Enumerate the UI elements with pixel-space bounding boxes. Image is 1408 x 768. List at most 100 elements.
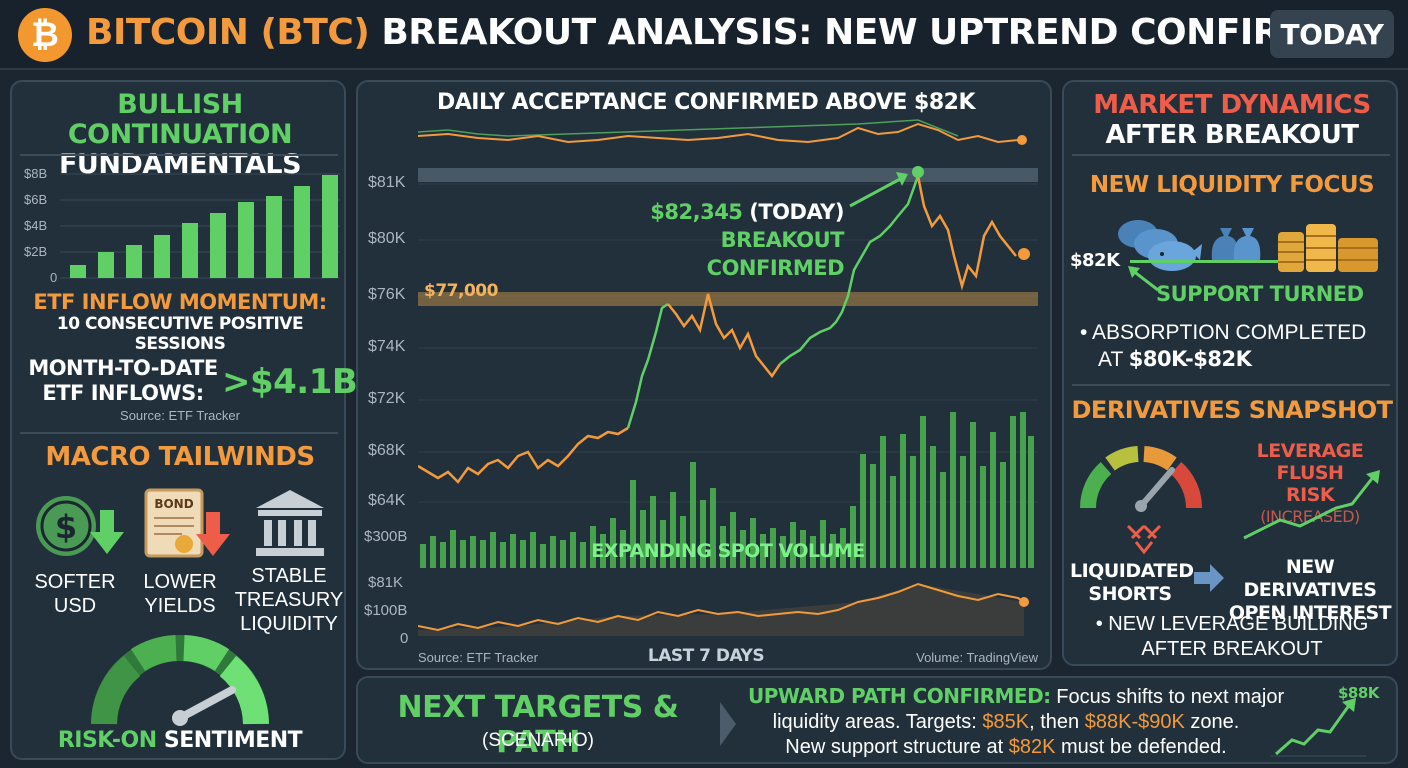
macro-label-line: TREASURY xyxy=(234,589,344,611)
etf-source: Source: ETF Tracker xyxy=(120,408,240,423)
mtd-label-line1: MONTH-TO-DATE xyxy=(28,356,218,380)
mini-overview-line xyxy=(418,122,1022,144)
targets-line1: Focus shifts to next major xyxy=(1050,686,1285,708)
macro-label-usd: SOFTER USD xyxy=(20,570,130,618)
etf-bar xyxy=(322,175,338,278)
target-1: $85K xyxy=(982,711,1030,733)
price-tick: $68K xyxy=(368,442,406,459)
absorption-line1: • ABSORPTION COMPLETED xyxy=(1080,321,1367,344)
callout-price: $82,345 xyxy=(650,200,743,224)
volume-trend-line xyxy=(418,582,1025,632)
liquidity-path-line xyxy=(1130,260,1280,263)
absorption-note: • ABSORPTION COMPLETED AT $80K-$82K xyxy=(1080,320,1390,373)
bitcoin-logo-icon: ₿ xyxy=(18,8,72,62)
targets-line3-b: must be defended. xyxy=(1055,736,1227,758)
fundamentals-panel: BULLISH CONTINUATION FUNDAMENTALS $8B $6… xyxy=(10,80,358,760)
etf-bar xyxy=(98,252,114,278)
derivatives-title: DERIVATIVES SNAPSHOT xyxy=(1071,396,1393,424)
support-label: $77,000 xyxy=(424,281,498,301)
etf-bar xyxy=(154,235,170,278)
leverage-line1: LEVERAGE FLUSH xyxy=(1256,440,1364,484)
etf-bar xyxy=(266,196,282,278)
callout-today: (TODAY) xyxy=(742,200,844,224)
targets-line3-a: New support structure at xyxy=(785,736,1009,758)
divider xyxy=(20,432,338,434)
price-line-post xyxy=(916,175,1017,291)
targets-panel: NEXT TARGETS & PATH (SCENARIO) UPWARD PA… xyxy=(356,676,1398,764)
macro-label-line: YIELDS xyxy=(144,595,216,617)
leverage-bullet-line2: AFTER BREAKOUT xyxy=(1141,638,1323,660)
liquidated-line2: SHORTS xyxy=(1088,583,1172,605)
arrow-right-icon xyxy=(1194,564,1224,592)
price-line-range xyxy=(667,293,782,379)
mtd-label-line2: ETF INFLOWS: xyxy=(42,381,204,405)
source-left: Source: ETF Tracker xyxy=(418,650,538,665)
new-oi-line2: OPEN INTEREST xyxy=(1228,602,1392,624)
targets-title: NEXT TARGETS & PATH xyxy=(397,690,679,760)
page-title-btc: BITCOIN (BTC) xyxy=(86,12,370,53)
liquidity-title: NEW LIQUIDITY FOCUS xyxy=(1089,172,1375,198)
resistance-band xyxy=(418,168,1038,182)
price-chart-panel: DAILY ACCEPTANCE CONFIRMED ABOVE $82K $8… xyxy=(356,80,1052,670)
money-bags-icon xyxy=(1211,228,1261,260)
etf-bar xyxy=(238,202,254,278)
fundamentals-title-line1: BULLISH CONTINUATION xyxy=(67,89,293,150)
sentiment-label-b: SENTIMENT xyxy=(163,728,303,753)
price-tick: $80K xyxy=(368,230,406,247)
today-button[interactable]: TODAY xyxy=(1270,10,1394,58)
etf-caption-line2: 10 CONSECUTIVE POSITIVE SESSIONS xyxy=(56,314,304,354)
price-chart-title: DAILY ACCEPTANCE CONFIRMED ABOVE $82K xyxy=(436,90,976,115)
price-chart xyxy=(418,119,1038,636)
macro-label-line: USD xyxy=(53,595,97,617)
price-tick: $74K xyxy=(368,338,406,355)
bond-down-icon: BOND xyxy=(142,486,232,562)
bank-icon xyxy=(252,486,328,560)
support-turned: SUPPORT TURNED xyxy=(1156,282,1364,306)
macro-label-line: SOFTER xyxy=(34,571,116,593)
targets-line2-c: zone. xyxy=(1184,711,1240,733)
whales-icon xyxy=(1118,220,1202,271)
volume-label: EXPANDING SPOT VOLUME xyxy=(591,540,865,562)
target-path-chart xyxy=(1270,698,1366,757)
callout-arrow xyxy=(849,176,903,208)
sentiment-gauge-icon xyxy=(91,635,269,726)
mtd-value: >$4.1B xyxy=(222,362,358,402)
liquidated-shorts: LIQUIDATED SHORTS xyxy=(1070,560,1194,606)
breakout-callout: $82,345 (TODAY) BREAKOUT CONFIRMED xyxy=(604,198,844,282)
market-dynamics-panel: MARKET DYNAMICS AFTER BREAKOUT NEW LIQUI… xyxy=(1062,80,1398,666)
etf-bar xyxy=(210,213,226,278)
price-tick: $64K xyxy=(368,492,406,509)
leverage-line2: RISK xyxy=(1285,484,1335,506)
targets-line2-b: , then xyxy=(1029,711,1085,733)
mtd-label: MONTH-TO-DATE ETF INFLOWS: xyxy=(28,356,218,406)
source-right: Volume: TradingView xyxy=(916,650,1038,665)
sentiment-label-a: RISK-ON xyxy=(57,728,157,753)
price-tick: $72K xyxy=(368,390,406,407)
macro-label-line: LOWER xyxy=(143,571,217,593)
support-turned-arrow-icon xyxy=(1128,266,1159,292)
targets-text: UPWARD PATH CONFIRMED: Focus shifts to n… xyxy=(748,684,1284,760)
bitcoin-logo-symbol: ₿ xyxy=(31,15,59,54)
level-label: $82K xyxy=(1070,250,1120,271)
price-line-breakout xyxy=(779,175,920,365)
etf-inflow-chart: $8B $6B $4B $2B 0 xyxy=(20,162,340,285)
leverage-bullet: • NEW LEVERAGE BUILDING AFTER BREAKOUT xyxy=(1064,612,1400,662)
etf-bars xyxy=(60,173,340,279)
mini-tick: 0 xyxy=(400,630,409,647)
mini-tick: $100B xyxy=(364,602,408,619)
support-band xyxy=(418,292,1038,306)
etf-ytick: $4B xyxy=(24,218,48,233)
sentiment-label: RISK-ON SENTIMENT xyxy=(12,728,348,753)
market-dynamics-title-line1: MARKET DYNAMICS xyxy=(1093,90,1371,120)
bond-label: BOND xyxy=(154,497,193,511)
chevron-right-icon xyxy=(720,702,736,746)
etf-caption-line1: ETF INFLOW MOMENTUM: xyxy=(33,290,327,314)
etf-bar xyxy=(70,265,86,278)
target-2: $88K-$90K xyxy=(1084,711,1185,733)
absorption-range: $80K-$82K xyxy=(1128,347,1252,371)
price-line-pre xyxy=(418,426,629,484)
volume-tick: $300B xyxy=(364,528,408,545)
market-dynamics-title-line2: AFTER BREAKOUT xyxy=(1105,120,1359,150)
etf-ytick: $6B xyxy=(24,192,48,207)
liquidation-icon xyxy=(1126,524,1162,555)
